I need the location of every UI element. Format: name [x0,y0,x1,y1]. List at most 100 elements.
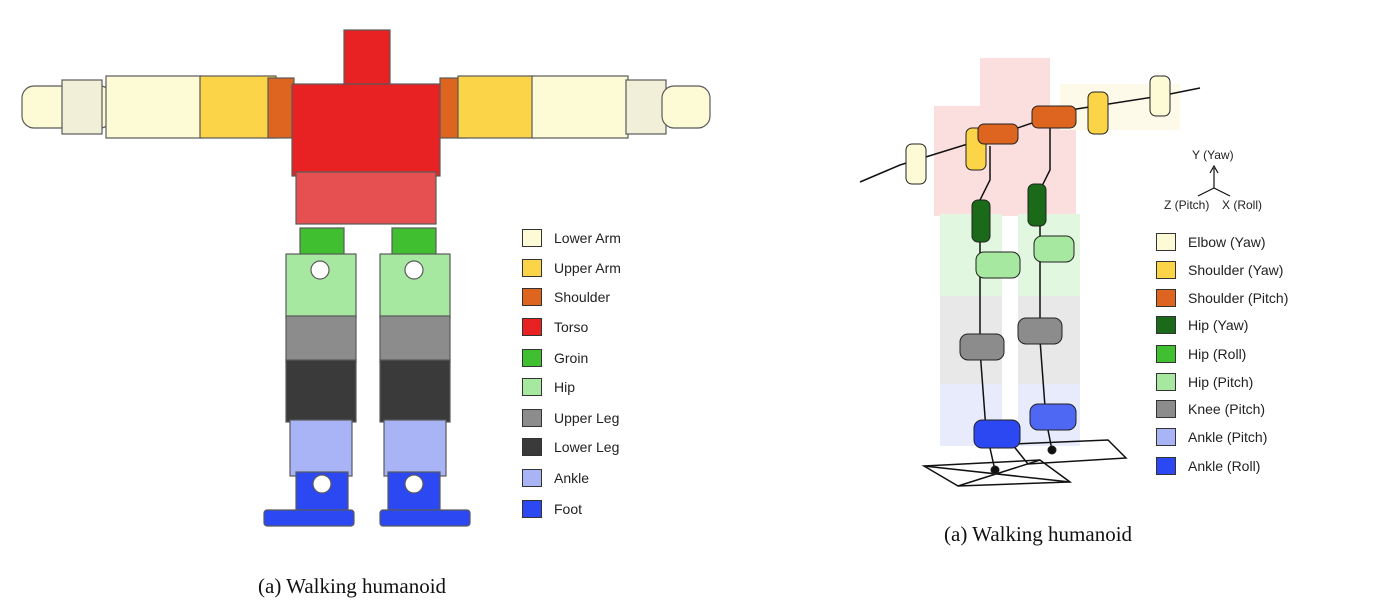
legend-label: Foot [554,501,583,517]
upper-leg-left [285,315,357,363]
torso [291,83,441,177]
upper-arm-left [199,75,277,139]
legend-swatch [522,259,542,277]
legend-label: Hip (Roll) [1188,346,1247,362]
legend-label: Knee (Pitch) [1188,401,1266,417]
hip-yaw-right [1027,183,1047,227]
legend-label: Hip [554,379,576,395]
right-caption: (a) Walking humanoid [944,522,1133,546]
legend-item: Hip (Roll) [1156,342,1246,366]
legend-item: Hip (Pitch) [1156,370,1253,394]
legend-item: Lower Leg [522,435,619,459]
groin-right [391,227,437,257]
legend-item: Upper Arm [522,256,621,280]
legend-swatch [522,349,542,367]
legend-label: Torso [554,319,589,335]
legend-item: Ankle [522,466,589,490]
hip-roll-left [975,251,1021,279]
head [343,29,391,87]
lower-leg-left [285,359,357,423]
torso-lower [295,171,437,225]
axis-x-arrow [1213,187,1231,197]
ankle-left [289,419,353,477]
elbow-yaw-right [1149,75,1171,117]
elbow-yaw-left [905,143,927,185]
legend-label: Elbow (Yaw) [1188,234,1266,250]
right-foot-plate [1010,439,1128,465]
legend-item: Hip [522,375,575,399]
groin-left [299,227,345,257]
hip-roll-right [1033,235,1075,263]
legend-item: Ankle (Roll) [1156,454,1260,478]
legend-item: Shoulder (Pitch) [1156,286,1288,310]
legend-item: Shoulder (Yaw) [1156,258,1283,282]
lower-arm-right-joint [625,79,667,135]
legend-swatch [522,438,542,456]
legend-swatch [1156,316,1176,334]
legend-swatch [522,378,542,396]
legend-item: Foot [522,497,582,521]
legend-swatch [522,318,542,336]
legend-item: Ankle (Pitch) [1156,425,1267,449]
legend-label: Shoulder [554,289,611,305]
legend-item: Torso [522,315,588,339]
legend-item: Upper Leg [522,406,619,430]
legend-swatch [522,409,542,427]
left-robot-illustration [21,29,711,527]
shoulder-pitch-right [1031,105,1077,129]
left-caption: (a) Walking humanoid [258,574,447,598]
lower-arm-left-joint [61,79,103,135]
legend-swatch [522,229,542,247]
legend-label: Shoulder (Yaw) [1188,262,1284,278]
legend-item: Lower Arm [522,226,621,250]
shoulder-left [267,77,295,139]
hip-left-hub [310,260,330,280]
legend-label: Ankle [554,470,590,486]
lower-leg-right [379,359,451,423]
hip-right-hub [404,260,424,280]
legend-label: Hip (Pitch) [1188,374,1254,390]
legend-item: Shoulder [522,285,610,309]
legend-label: Lower Arm [554,230,621,246]
axis-z-arrow [1197,187,1215,197]
legend-swatch [1156,345,1176,363]
ghost-head [980,58,1050,108]
axis-x-label: X (Roll) [1222,198,1263,212]
ankle-right [383,419,447,477]
axis-y-arrowhead [1209,164,1219,174]
foot-left-plate [263,509,355,527]
legend-swatch [1156,457,1176,475]
shoulder-pitch-left [977,123,1019,145]
foot-left-hub [312,474,332,494]
hip-yaw-left [971,199,991,243]
foot-right-hub [404,474,424,494]
axis-triad [1197,164,1231,197]
legend-swatch [522,469,542,487]
legend-item: Groin [522,346,588,370]
knee-pitch-right [1017,317,1063,345]
legend-swatch [1156,373,1176,391]
legend-item: Knee (Pitch) [1156,397,1265,421]
legend-label: Ankle (Roll) [1188,458,1261,474]
legend-swatch [1156,233,1176,251]
legend-item: Elbow (Yaw) [1156,230,1266,254]
legend-label: Ankle (Pitch) [1188,429,1268,445]
legend-swatch [1156,428,1176,446]
knee-pitch-left [959,333,1005,361]
legend-swatch [1156,261,1176,279]
legend-swatch [1156,289,1176,307]
legend-swatch [522,288,542,306]
legend-label: Upper Leg [554,410,620,426]
legend-label: Upper Arm [554,260,621,276]
upper-leg-right [379,315,451,363]
left-foot-center [990,465,1000,475]
legend-label: Groin [554,350,589,366]
legend-swatch [522,500,542,518]
legend-label: Shoulder (Pitch) [1188,290,1289,306]
axis-y-label: Y (Yaw) [1192,148,1234,162]
right-foot-center [1047,445,1057,455]
legend-swatch [1156,400,1176,418]
legend-item: Hip (Yaw) [1156,313,1248,337]
legend-label: Lower Leg [554,439,620,455]
